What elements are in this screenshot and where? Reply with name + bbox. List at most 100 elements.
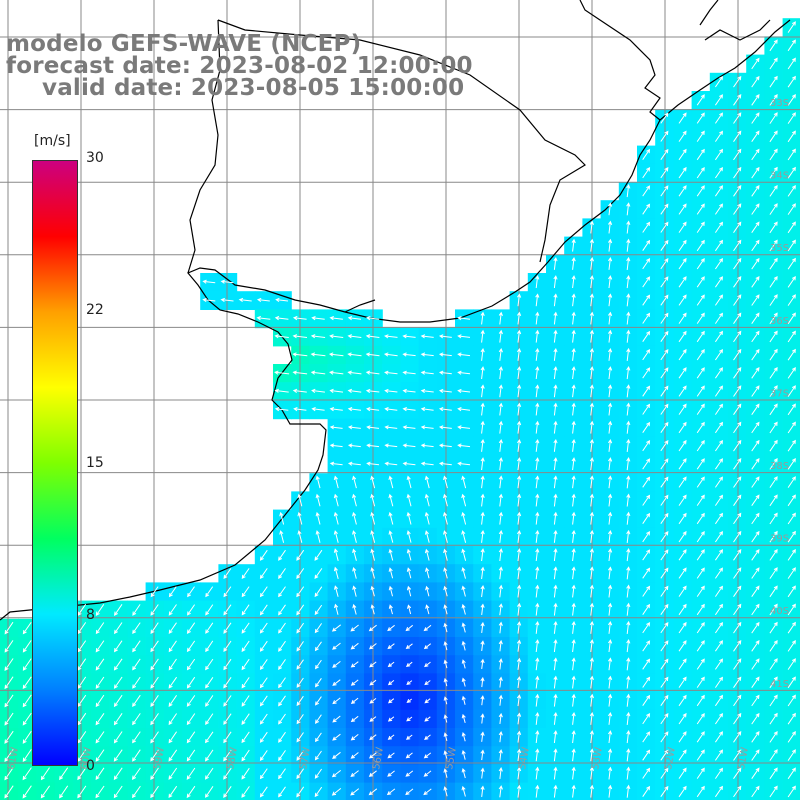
wind-arrow (498, 566, 503, 580)
wind-arrow (241, 604, 250, 616)
wind-arrow (405, 770, 414, 777)
wind-arrow (259, 786, 268, 798)
wind-arrow (589, 511, 594, 525)
wind-arrow (77, 603, 87, 617)
wind-arrow (678, 276, 687, 288)
wind-arrow (571, 639, 576, 653)
wind-arrow (311, 316, 325, 321)
wind-arrow (714, 694, 723, 707)
wind-arrow (769, 730, 778, 743)
wind-arrow (296, 750, 304, 761)
wind-arrow (498, 366, 503, 380)
wind-arrow (310, 334, 326, 339)
wind-arrow (571, 402, 576, 416)
wind-arrow (589, 493, 594, 507)
wind-arrow (314, 768, 323, 779)
wind-arrow (626, 366, 631, 380)
wind-arrow (296, 786, 305, 798)
wind-arrow (751, 567, 760, 579)
wind-arrow (150, 658, 159, 671)
wind-arrow (553, 566, 558, 580)
wind-arrow (535, 784, 540, 798)
wind-arrow (461, 677, 466, 687)
wind-arrow (787, 330, 796, 343)
wind-arrow (516, 548, 522, 562)
wind-arrow (733, 166, 742, 179)
wind-arrow (443, 786, 448, 797)
wind-arrow (553, 784, 558, 798)
wind-arrow (751, 421, 760, 434)
wind-arrow (642, 676, 651, 688)
wind-arrow (205, 677, 214, 689)
wind-arrow (696, 330, 705, 343)
wind-arrow (626, 438, 631, 452)
wind-arrow (443, 622, 448, 633)
wind-arrow (714, 676, 723, 688)
wind-arrow (553, 602, 558, 616)
wind-arrow (480, 548, 485, 562)
wind-arrow (607, 329, 613, 343)
wind-arrow (696, 385, 705, 397)
wind-arrow (678, 785, 687, 798)
wind-arrow (589, 711, 594, 725)
wind-arrow (402, 334, 416, 339)
wind-arrow (420, 425, 434, 430)
wind-arrow (751, 203, 760, 215)
wind-arrow (733, 494, 742, 506)
wind-arrow (571, 620, 576, 634)
wind-arrow (259, 604, 268, 616)
wind-arrow (571, 311, 576, 325)
wind-arrow (480, 621, 485, 633)
wind-arrow (438, 388, 452, 394)
wind-arrow (296, 622, 305, 634)
wind-arrow (22, 785, 32, 799)
wind-arrow (589, 766, 594, 780)
wind-arrow (438, 334, 452, 339)
wind-arrow (113, 658, 123, 671)
wind-arrow (332, 661, 341, 668)
wind-arrow (132, 694, 141, 708)
wind-arrow (95, 785, 105, 799)
wind-arrow (787, 439, 796, 452)
wind-arrow (589, 256, 594, 270)
wind-arrow (4, 658, 14, 671)
wind-arrow (589, 238, 594, 252)
wind-arrow (787, 421, 796, 434)
wind-arrow (660, 713, 669, 725)
wind-arrow (516, 511, 522, 525)
wind-arrow (315, 530, 321, 543)
wind-arrow (402, 388, 416, 394)
wind-arrow (769, 512, 778, 525)
wind-arrow (733, 530, 742, 543)
wind-arrow (769, 312, 778, 325)
wind-arrow (607, 548, 613, 562)
wind-arrow (350, 770, 359, 778)
wind-arrow (366, 425, 380, 430)
wind-arrow (751, 439, 760, 452)
wind-arrow (751, 476, 760, 488)
wind-arrow (751, 676, 760, 688)
wind-arrow (480, 566, 485, 580)
wind-arrow (205, 586, 214, 598)
wind-arrow (553, 766, 558, 780)
wind-arrow (769, 403, 778, 416)
wind-arrow (480, 329, 485, 343)
wind-arrow (696, 603, 705, 616)
wind-arrow (787, 239, 796, 252)
wind-arrow (370, 585, 375, 597)
wind-arrow (365, 370, 380, 375)
wind-arrow (626, 584, 631, 598)
wind-arrow (660, 221, 669, 233)
colorbar-tick: 30 (86, 150, 104, 166)
wind-arrow (461, 566, 466, 579)
wind-arrow (388, 585, 393, 597)
valid-date: valid date: 2023-08-05 15:00:00 (42, 75, 465, 101)
wind-arrow (113, 713, 123, 726)
wind-arrow (352, 548, 357, 561)
wind-arrow (553, 275, 558, 289)
wind-arrow (714, 294, 723, 306)
wind-arrow (131, 785, 141, 799)
wind-arrow (678, 330, 687, 343)
wind-arrow (384, 407, 398, 412)
wind-arrow (571, 584, 576, 598)
